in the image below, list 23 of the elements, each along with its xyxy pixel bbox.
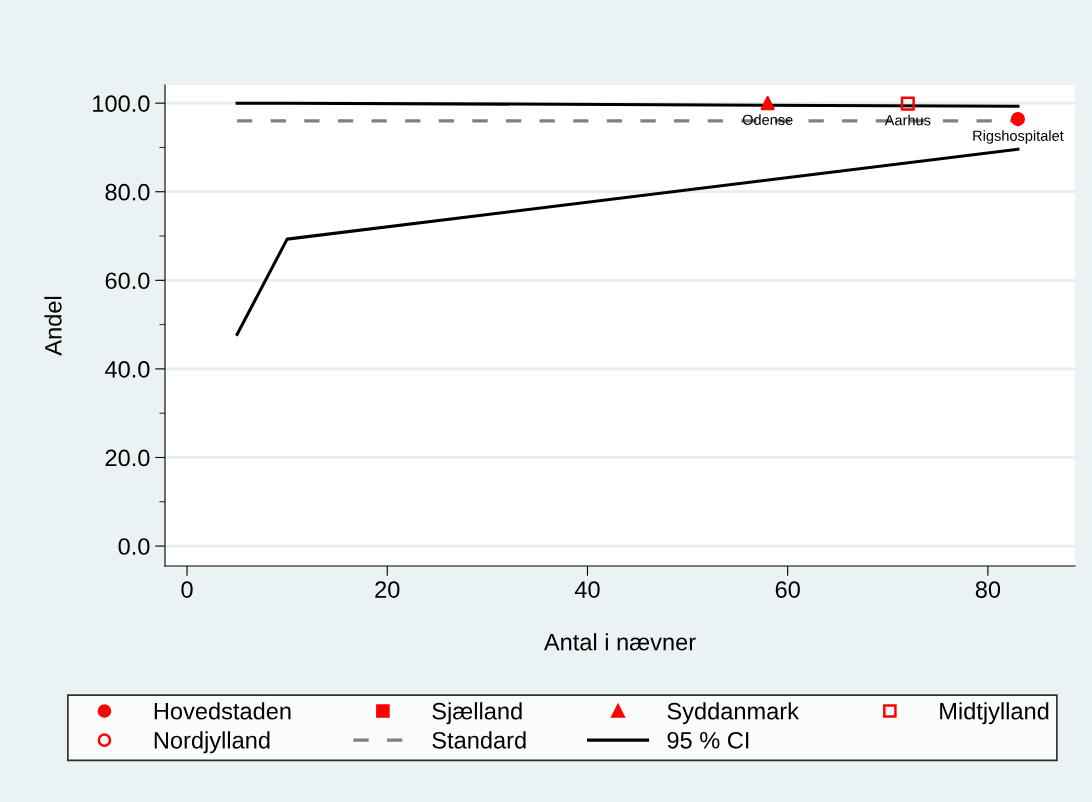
legend-label: 95 % CI xyxy=(667,731,749,749)
annotation: Rigshospitalet xyxy=(973,130,1064,144)
x-tick-label: 0 xyxy=(181,581,193,598)
annotation: Odense xyxy=(742,114,793,125)
x-tick-label: 20 xyxy=(375,581,400,598)
y-tick-label: 60.0 xyxy=(105,272,150,290)
legend-label: Midtjylland xyxy=(940,702,1049,725)
legend-label: Sjælland xyxy=(432,702,522,725)
y-tick-label: 100.0 xyxy=(93,95,150,112)
y-tick-label: 20.0 xyxy=(105,449,150,467)
legend-label: Syddanmark xyxy=(667,702,800,725)
y-tick-label: 0.0 xyxy=(118,538,150,555)
x-tick-label: 40 xyxy=(574,581,600,598)
x-tick-label: 80 xyxy=(975,581,1001,598)
y-tick-label: 80.0 xyxy=(105,183,150,201)
x-tick-label: 60 xyxy=(775,581,800,598)
y-tick-label: 40.0 xyxy=(105,360,150,378)
legend-label: Hovedstaden xyxy=(154,702,291,720)
annotation: Aarhus xyxy=(884,114,931,126)
legend-label: Standard xyxy=(432,731,526,749)
legend-label: Nordjylland xyxy=(154,731,270,754)
x-axis-title: Antal i nævner xyxy=(543,633,696,651)
y-axis-title: Andel xyxy=(44,296,62,356)
